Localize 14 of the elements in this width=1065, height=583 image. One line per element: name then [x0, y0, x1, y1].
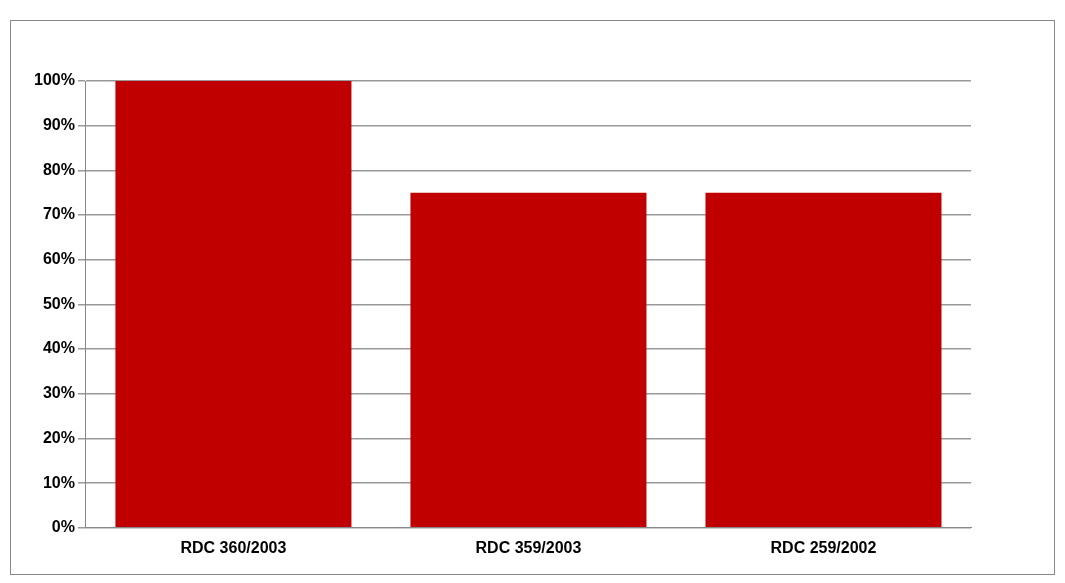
x-tick-label: RDC 359/2003	[475, 538, 582, 556]
y-tick-label: 60%	[42, 250, 75, 268]
y-tick-label: 90%	[42, 116, 75, 134]
y-tick-label: 70%	[42, 205, 75, 223]
y-tick-label: 100%	[34, 71, 75, 89]
y-tick-label: 40%	[42, 339, 75, 357]
x-tick-label: RDC 360/2003	[180, 538, 287, 556]
y-tick-label: 50%	[42, 294, 75, 312]
y-tick-label: 10%	[42, 473, 75, 491]
y-tick-label: 0%	[51, 518, 75, 536]
y-tick-label: 20%	[42, 428, 75, 446]
x-tick-label: RDC 259/2002	[770, 538, 877, 556]
y-tick-label: 30%	[42, 384, 75, 402]
y-tick-label: 80%	[42, 160, 75, 178]
